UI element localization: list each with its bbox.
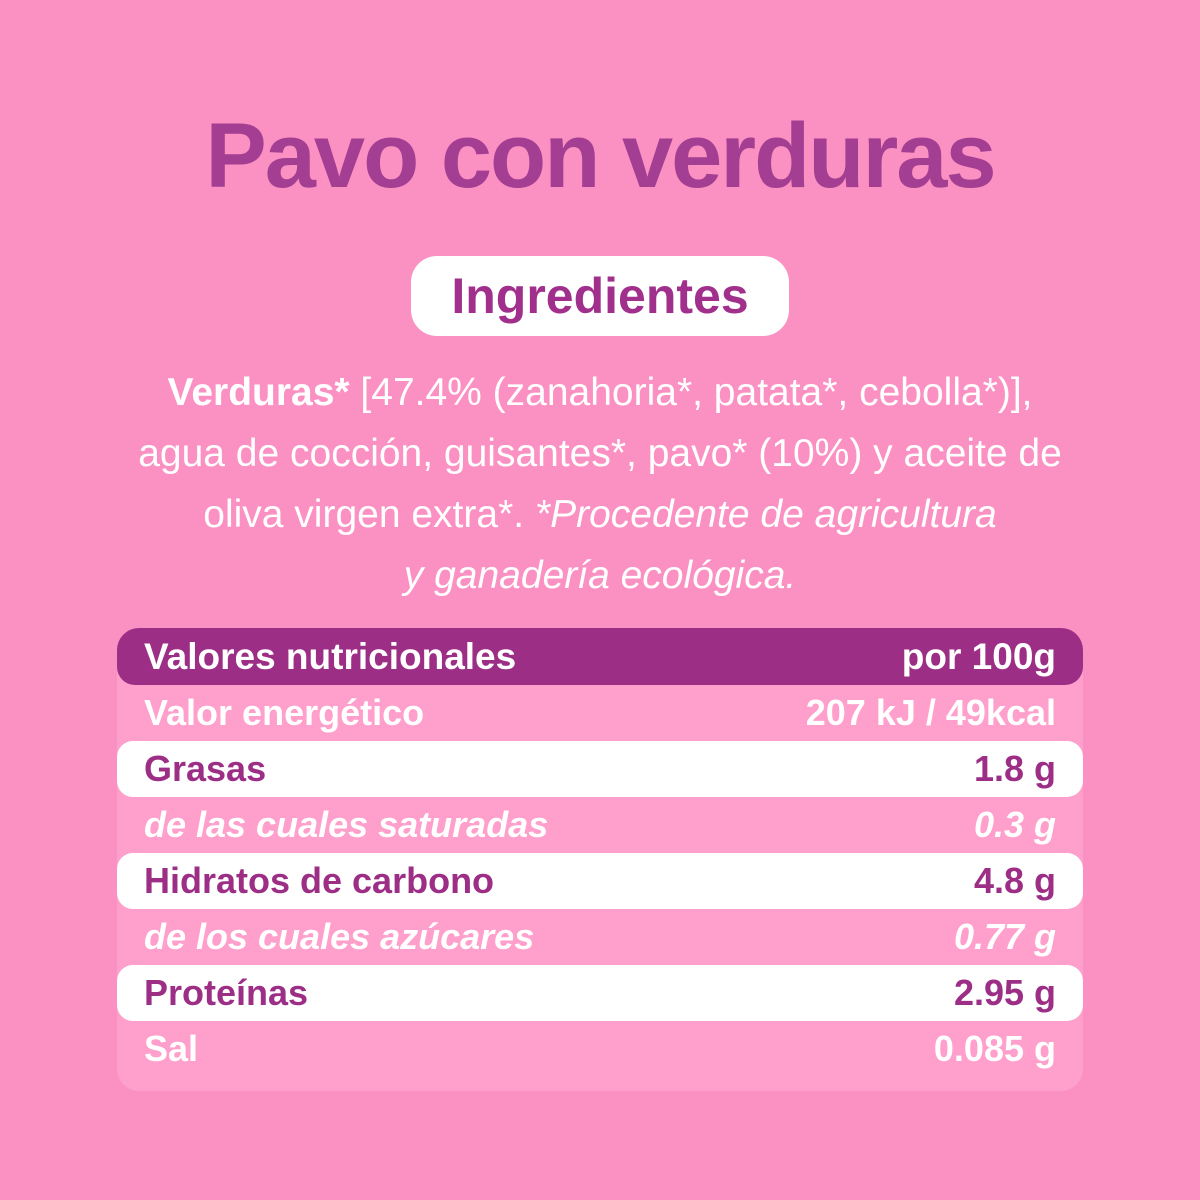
row-label: Grasas bbox=[144, 748, 267, 789]
row-value: 4.8 g bbox=[973, 860, 1056, 901]
table-row-protein: Proteínas 2.95 g bbox=[117, 965, 1083, 1021]
row-value: 2.95 g bbox=[953, 972, 1056, 1013]
row-label: Proteínas bbox=[144, 972, 309, 1013]
table-row-energy: Valor energético 207 kJ / 49kcal bbox=[117, 685, 1083, 741]
product-title: Pavo con verduras bbox=[205, 105, 996, 207]
ingredients-line2: agua de cocción, guisantes*, pavo* (10%)… bbox=[138, 432, 1062, 475]
ingredients-line4-italic: y ganadería ecológica. bbox=[403, 554, 797, 597]
nutrition-table-header: Valores nutricionales por 100g bbox=[117, 628, 1083, 685]
row-value: 0.77 g bbox=[953, 916, 1056, 957]
ingredients-line1-rest: [47.4% (zanahoria*, patata*, cebolla*)], bbox=[349, 371, 1033, 414]
row-label: Valor energético bbox=[144, 692, 425, 733]
row-label: de las cuales saturadas bbox=[144, 804, 549, 845]
table-header-label: Valores nutricionales bbox=[144, 635, 517, 677]
table-row-sugars: de los cuales azúcares 0.77 g bbox=[117, 909, 1083, 965]
row-label: Hidratos de carbono bbox=[144, 860, 495, 901]
ingredients-line3-italic: *Procedente de agricultura bbox=[534, 493, 997, 536]
ingredients-badge: Ingredientes bbox=[411, 256, 789, 336]
row-value: 207 kJ / 49kcal bbox=[805, 692, 1056, 733]
ingredients-badge-wrap: Ingredientes bbox=[0, 256, 1200, 336]
table-row-carbohydrates: Hidratos de carbono 4.8 g bbox=[117, 853, 1083, 909]
ingredients-lead: Verduras* bbox=[167, 371, 350, 414]
row-value: 1.8 g bbox=[973, 748, 1056, 789]
row-value: 0.3 g bbox=[973, 804, 1056, 845]
table-row-saturated-fat: de las cuales saturadas 0.3 g bbox=[117, 797, 1083, 853]
ingredients-text: Verduras* [47.4% (zanahoria*, patata*, c… bbox=[90, 362, 1110, 606]
table-row-fat: Grasas 1.8 g bbox=[117, 741, 1083, 797]
row-label: Sal bbox=[144, 1028, 199, 1069]
row-value: 0.085 g bbox=[933, 1028, 1056, 1069]
nutrition-table: Valores nutricionales por 100g Valor ene… bbox=[117, 628, 1083, 1091]
table-header-unit: por 100g bbox=[901, 635, 1056, 677]
row-label: de los cuales azúcares bbox=[144, 916, 535, 957]
ingredients-line3-regular: oliva virgen extra*. bbox=[203, 493, 535, 536]
table-row-salt: Sal 0.085 g bbox=[117, 1021, 1083, 1077]
